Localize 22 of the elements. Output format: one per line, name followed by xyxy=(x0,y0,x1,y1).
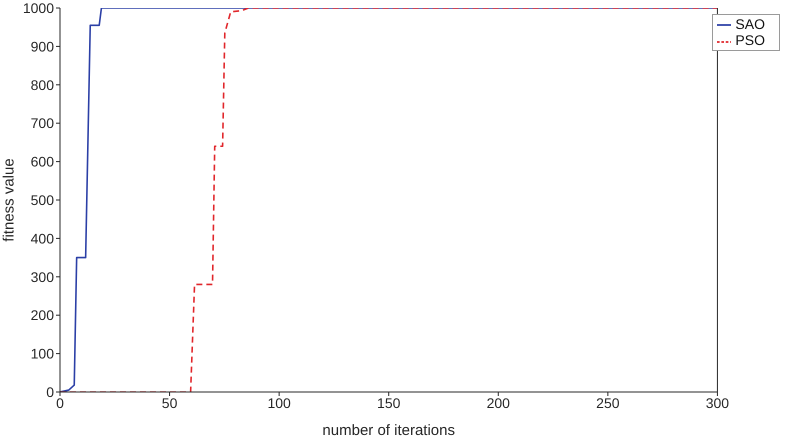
y-tick-label: 1000 xyxy=(22,0,54,16)
y-tick-label: 300 xyxy=(30,268,54,285)
y-tick-label: 200 xyxy=(30,307,54,324)
x-tick-label: 150 xyxy=(377,394,401,411)
x-tick-label: 50 xyxy=(162,394,178,411)
x-tick-label: 0 xyxy=(56,394,64,411)
y-tick-label: 900 xyxy=(30,38,54,54)
y-tick-label: 800 xyxy=(30,76,54,93)
y-tick-label: 100 xyxy=(30,346,54,362)
x-tick-label: 100 xyxy=(267,394,292,411)
x-tick-label: 200 xyxy=(486,394,510,411)
y-tick-label: 400 xyxy=(30,230,54,246)
y-tick-label: 500 xyxy=(30,192,54,208)
x-axis-title: number of iterations xyxy=(322,422,455,437)
x-tick-label: 300 xyxy=(706,394,730,411)
x-tick-label: 250 xyxy=(596,394,620,411)
legend-label: SAO xyxy=(735,16,765,32)
y-tick-label: 0 xyxy=(46,384,54,400)
legend-label: PSO xyxy=(735,32,765,48)
y-tick-label: 700 xyxy=(30,115,54,132)
y-axis-title: fitness value xyxy=(0,158,18,242)
y-tick-label: 600 xyxy=(30,154,54,170)
